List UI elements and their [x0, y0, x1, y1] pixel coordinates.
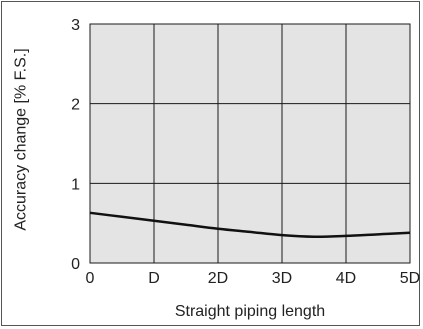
plot-area	[89, 23, 411, 264]
y-tick-label: 3	[71, 17, 80, 34]
tick-labels: 0 D 2D 3D 4D 5D 0 1 2 3	[71, 17, 420, 287]
x-axis-label: Straight piping length	[175, 303, 325, 320]
x-tick-label: 0	[86, 270, 95, 287]
x-tick-label: 2D	[208, 270, 228, 287]
x-tick-label: 3D	[272, 270, 292, 287]
y-tick-label: 0	[71, 256, 80, 273]
series-line	[89, 211, 411, 238]
x-tick-label: 4D	[336, 270, 356, 287]
x-tick-label: D	[148, 270, 160, 287]
y-axis-label: Accuracy change [% F.S.]	[13, 48, 30, 230]
grid-lines	[90, 24, 410, 263]
x-tick-label: 5D	[400, 270, 420, 287]
y-tick-label: 2	[71, 97, 80, 114]
y-tick-label: 1	[71, 176, 80, 193]
